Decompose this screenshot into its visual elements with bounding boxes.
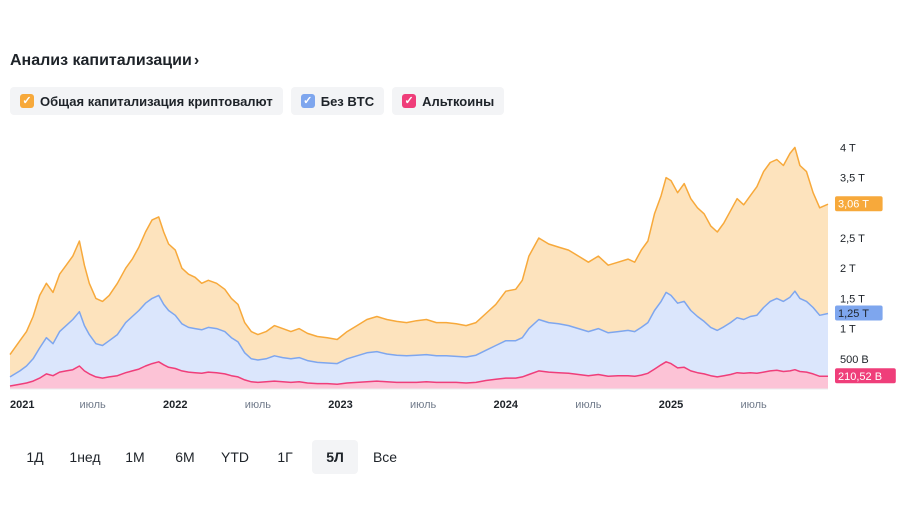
last-value-badge	[835, 368, 896, 384]
range-1w[interactable]: 1нед	[69, 449, 101, 465]
range-1d[interactable]: 1Д	[26, 449, 44, 465]
range-5y[interactable]: 5Л	[312, 440, 358, 474]
series-line-0	[9, 146, 829, 356]
y-tick-label: 3,5 T	[840, 173, 865, 185]
check-icon: ✓	[402, 94, 417, 108]
last-value-badge	[835, 196, 883, 212]
last-value-label: 1,25 T	[838, 308, 869, 320]
x-tick-label: июль	[245, 399, 272, 411]
y-tick-label: 2,5 T	[840, 233, 865, 245]
page-title[interactable]: Анализ капитализации ›	[10, 52, 199, 70]
legend: ✓ Общая капитализация криптовалют ✓ Без …	[10, 87, 505, 115]
series-line-1	[9, 290, 829, 378]
x-tick-label: 2025	[659, 399, 683, 411]
legend-ex-btc[interactable]: ✓ Без BTC	[290, 87, 385, 115]
x-tick-label: июль	[740, 399, 767, 411]
legend-label: Альткоины	[422, 93, 495, 109]
range-selector: 1Д 1нед 1М 6М YTD 1Г 5Л Все	[12, 440, 412, 474]
range-all[interactable]: Все	[372, 449, 398, 465]
last-value-label: 210,52 B	[838, 371, 882, 383]
legend-altcoins[interactable]: ✓ Альткоины	[392, 87, 505, 115]
legend-label: Общая капитализация криптовалют	[40, 93, 273, 109]
last-value-badge	[835, 305, 883, 321]
check-icon: ✓	[300, 94, 315, 108]
legend-total-cap[interactable]: ✓ Общая капитализация криптовалют	[10, 87, 283, 115]
x-tick-label: июль	[79, 399, 106, 411]
title-text: Анализ капитализации	[10, 52, 192, 69]
series-line-2	[9, 361, 828, 387]
range-1m[interactable]: 1М	[125, 449, 145, 465]
y-tick-label: 4 T	[840, 142, 856, 154]
legend-label: Без BTC	[320, 93, 375, 109]
cap-chart[interactable]: 500 B 1 T 1,5 T 2 T 2,5 T 3,5 T 4 T 2021 июль 202…	[0, 0, 900, 420]
x-tick-label: 2024	[494, 399, 519, 411]
y-tick-label: 2 T	[840, 263, 856, 275]
x-tick-label: 2022	[163, 399, 187, 411]
x-tick-label: июль	[575, 399, 602, 411]
x-tick-label: 2023	[328, 399, 352, 411]
x-tick-label: 2021	[10, 399, 34, 411]
range-1y[interactable]: 1Г	[277, 449, 293, 465]
y-tick-label: 1 T	[840, 324, 856, 336]
y-tick-label: 1,5 T	[840, 293, 865, 305]
chevron-right-icon: ›	[193, 52, 200, 69]
range-ytd[interactable]: YTD	[221, 449, 249, 465]
series-area-1	[10, 291, 828, 389]
check-icon: ✓	[20, 94, 34, 108]
x-tick-label: июль	[410, 399, 437, 411]
series-area-2	[10, 361, 828, 389]
last-value-label: 3,06 T	[838, 199, 869, 211]
y-tick-label: 500 B	[840, 354, 869, 366]
range-6m[interactable]: 6М	[175, 449, 195, 465]
